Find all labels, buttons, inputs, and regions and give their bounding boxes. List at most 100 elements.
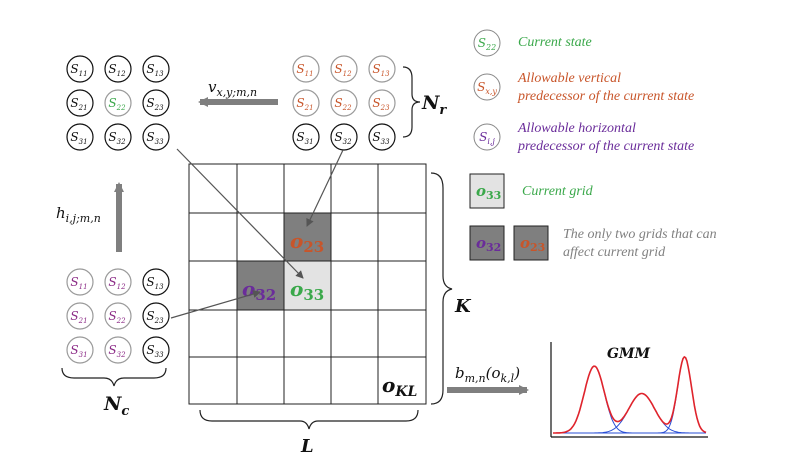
state-circle-label: S31 [296, 130, 313, 146]
state-circle-s21: S21 [292, 89, 320, 117]
legend-current-grid-swatch: o33 [469, 173, 505, 209]
state-circle-label: S22 [334, 96, 352, 112]
state-circle-s32: S32 [104, 336, 132, 364]
state-circle-label: S32 [108, 343, 126, 359]
state-circle-label: S23 [146, 309, 164, 325]
state-circle-s33: S33 [142, 123, 170, 151]
state-circle-label: S31 [70, 130, 87, 146]
legend-current-state-text: Current state [518, 35, 592, 50]
state-circle-s32: S32 [104, 123, 132, 151]
svg-text:o32: o32 [476, 234, 501, 254]
state-circle-s12: S12 [104, 55, 132, 83]
gmm-plot: GMM [550, 342, 708, 438]
state-circle-label: S11 [70, 275, 87, 291]
state-circle-s12: S12 [104, 268, 132, 296]
gmm-component-2 [553, 393, 706, 434]
state-group-vertical-predecessors: S11 S12 S13 S21 S22 S23 S31 S32 S33 [292, 55, 396, 151]
label-nc: Nc [103, 393, 129, 419]
main-grid [188, 163, 427, 405]
state-circle-label: S11 [296, 62, 313, 78]
state-circle-label: S13 [372, 62, 390, 78]
state-circle-s33: S33 [142, 336, 170, 364]
legend-horizontal-swatch: Si,j [473, 123, 501, 151]
state-circle-s12: S12 [330, 55, 358, 83]
label-oKL: oKL [382, 373, 418, 400]
state-circle-label: S21 [70, 96, 87, 112]
state-circle-label: S13 [146, 275, 164, 291]
state-circle-label: S12 [108, 275, 126, 291]
state-circle-s21: S21 [66, 302, 94, 330]
state-group-horizontal-predecessors: S11 S12 S13 S21 S22 S23 S31 S32 S33 [66, 268, 170, 364]
legend-vertical-text: Allowable vertical predecessor of the cu… [518, 70, 694, 106]
state-circle-s11: S11 [292, 55, 320, 83]
state-circle-label: S13 [146, 62, 164, 78]
state-circle-s23: S23 [142, 302, 170, 330]
gmm-component-1 [553, 365, 706, 434]
state-circle-label: S31 [70, 343, 87, 359]
state-group-current: S11 S12 S13 S21 S22 S23 S31 S32 S33 [66, 55, 170, 151]
connector-s33-to-o23 [306, 149, 344, 227]
svg-text:Sx,y: Sx,y [477, 80, 497, 96]
state-circle-s31: S31 [66, 336, 94, 364]
h-arrow-label: hi,j;m,n [56, 204, 101, 225]
legend-current-state-swatch: S22 [473, 29, 501, 57]
state-circle-label: S23 [372, 96, 390, 112]
grid-cell-o33 [284, 261, 331, 310]
state-circle-label: S21 [296, 96, 313, 112]
state-circle-label: S33 [372, 130, 390, 146]
legend-horizontal-line2: predecessor of the current state [518, 139, 695, 154]
brace-k [430, 172, 453, 405]
state-circle-s13: S13 [142, 55, 170, 83]
state-circle-label: S23 [146, 96, 164, 112]
gmm-mixture-curve [553, 355, 707, 434]
state-circle-s32: S32 [330, 123, 358, 151]
state-circle-label: S22 [108, 96, 126, 112]
brace-nr [402, 66, 421, 138]
legend-vertical-line1: Allowable vertical [518, 71, 622, 86]
state-circle-s22: S22 [104, 89, 132, 117]
svg-text:S22: S22 [478, 36, 496, 52]
v-arrow-label: vx,y;m,n [208, 78, 257, 99]
state-circle-label: S11 [70, 62, 87, 78]
state-circle-s31: S31 [66, 123, 94, 151]
state-circle-label: S32 [334, 130, 352, 146]
label-l: L [300, 436, 314, 455]
label-o33: o33 [290, 277, 324, 304]
svg-text:Si,j: Si,j [479, 130, 495, 146]
state-circle-s13: S13 [142, 268, 170, 296]
state-circle-label: S12 [108, 62, 126, 78]
state-circle-s11: S11 [66, 55, 94, 83]
grid-cell-o32 [237, 261, 284, 310]
connector-s22-to-o33 [176, 148, 304, 279]
state-circle-label: S22 [108, 309, 126, 325]
connector-s23-to-o32 [170, 290, 261, 319]
state-circle-label: S32 [108, 130, 126, 146]
state-circle-s22: S22 [330, 89, 358, 117]
legend-two-grids-text: The only two grids that can affect curre… [563, 226, 717, 262]
label-k: K [454, 296, 472, 317]
state-circle-label: S33 [146, 130, 164, 146]
legend-two-grids-swatch: o32 o23 [469, 225, 549, 261]
label-nr: Nr [421, 92, 447, 118]
svg-text:o33: o33 [476, 182, 501, 202]
legend-current-grid-text: Current grid [522, 184, 593, 199]
legend-horizontal-text: Allowable horizontal predecessor of the … [518, 120, 694, 156]
state-circle-s33: S33 [368, 123, 396, 151]
legend-horizontal-line1: Allowable horizontal [518, 121, 636, 136]
state-circle-label: S33 [146, 343, 164, 359]
label-o23: o23 [290, 229, 324, 256]
legend-vertical-swatch: Sx,y [473, 73, 501, 101]
state-circle-s21: S21 [66, 89, 94, 117]
state-circle-s23: S23 [142, 89, 170, 117]
legend-two-grids-line2: affect current grid [563, 245, 666, 260]
state-circle-s11: S11 [66, 268, 94, 296]
state-circle-label: S21 [70, 309, 87, 325]
legend-two-grids-line1: The only two grids that can [563, 227, 717, 242]
svg-text:o23: o23 [520, 234, 545, 254]
brace-l [199, 409, 419, 430]
state-circle-s13: S13 [368, 55, 396, 83]
legend-vertical-line2: predecessor of the current state [518, 89, 695, 104]
state-circle-s31: S31 [292, 123, 320, 151]
